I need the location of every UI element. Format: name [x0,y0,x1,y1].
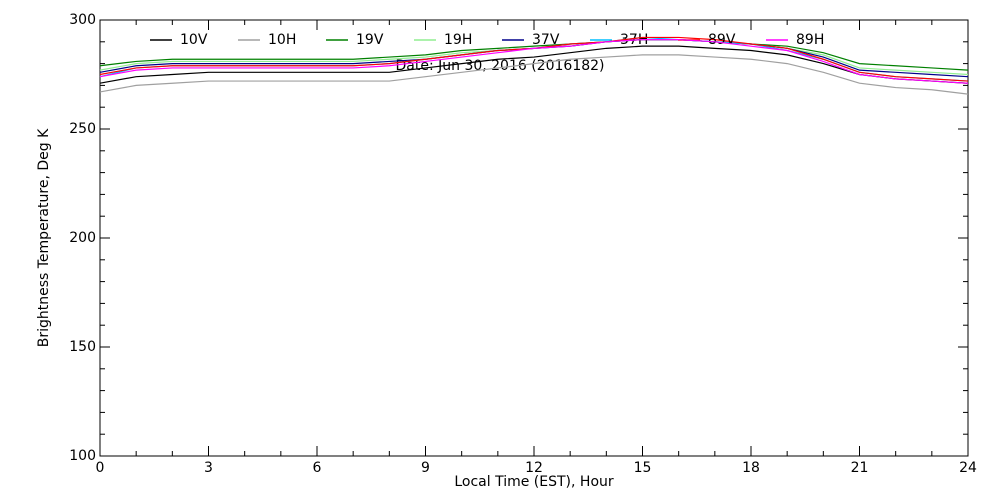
x-tick-label: 0 [96,460,105,476]
x-tick-label: 15 [634,460,652,476]
annotation: Date: Jun 30, 2016 (2016182) [395,58,604,74]
y-tick-label: 200 [69,230,96,246]
x-tick-label: 21 [851,460,869,476]
x-tick-label: 24 [959,460,977,476]
legend-label: 19H [444,32,472,48]
y-tick-label: 250 [69,121,96,137]
legend-label: 37V [532,32,560,48]
series-line [99,45,969,84]
x-tick-label: 6 [313,460,322,476]
plot-frame [99,19,969,457]
legend-label: 19V [356,32,384,48]
series-line [99,39,969,84]
y-tick-label: 300 [69,12,96,28]
legend-label: 89V [708,32,736,48]
series-line [99,54,969,95]
x-tick-label: 9 [421,460,430,476]
x-axis-label: Local Time (EST), Hour [454,474,614,490]
x-tick-label: 3 [204,460,213,476]
x-tick-label: 12 [525,460,543,476]
legend-label: 89H [796,32,824,48]
y-tick-label: 100 [69,448,96,464]
y-axis-label: Brightness Temperature, Deg K [36,128,52,347]
series-line [99,39,969,71]
y-tick-label: 150 [69,339,96,355]
legend-label: 10H [268,32,296,48]
x-tick-label: 18 [742,460,760,476]
legend-label: 10V [180,32,208,48]
